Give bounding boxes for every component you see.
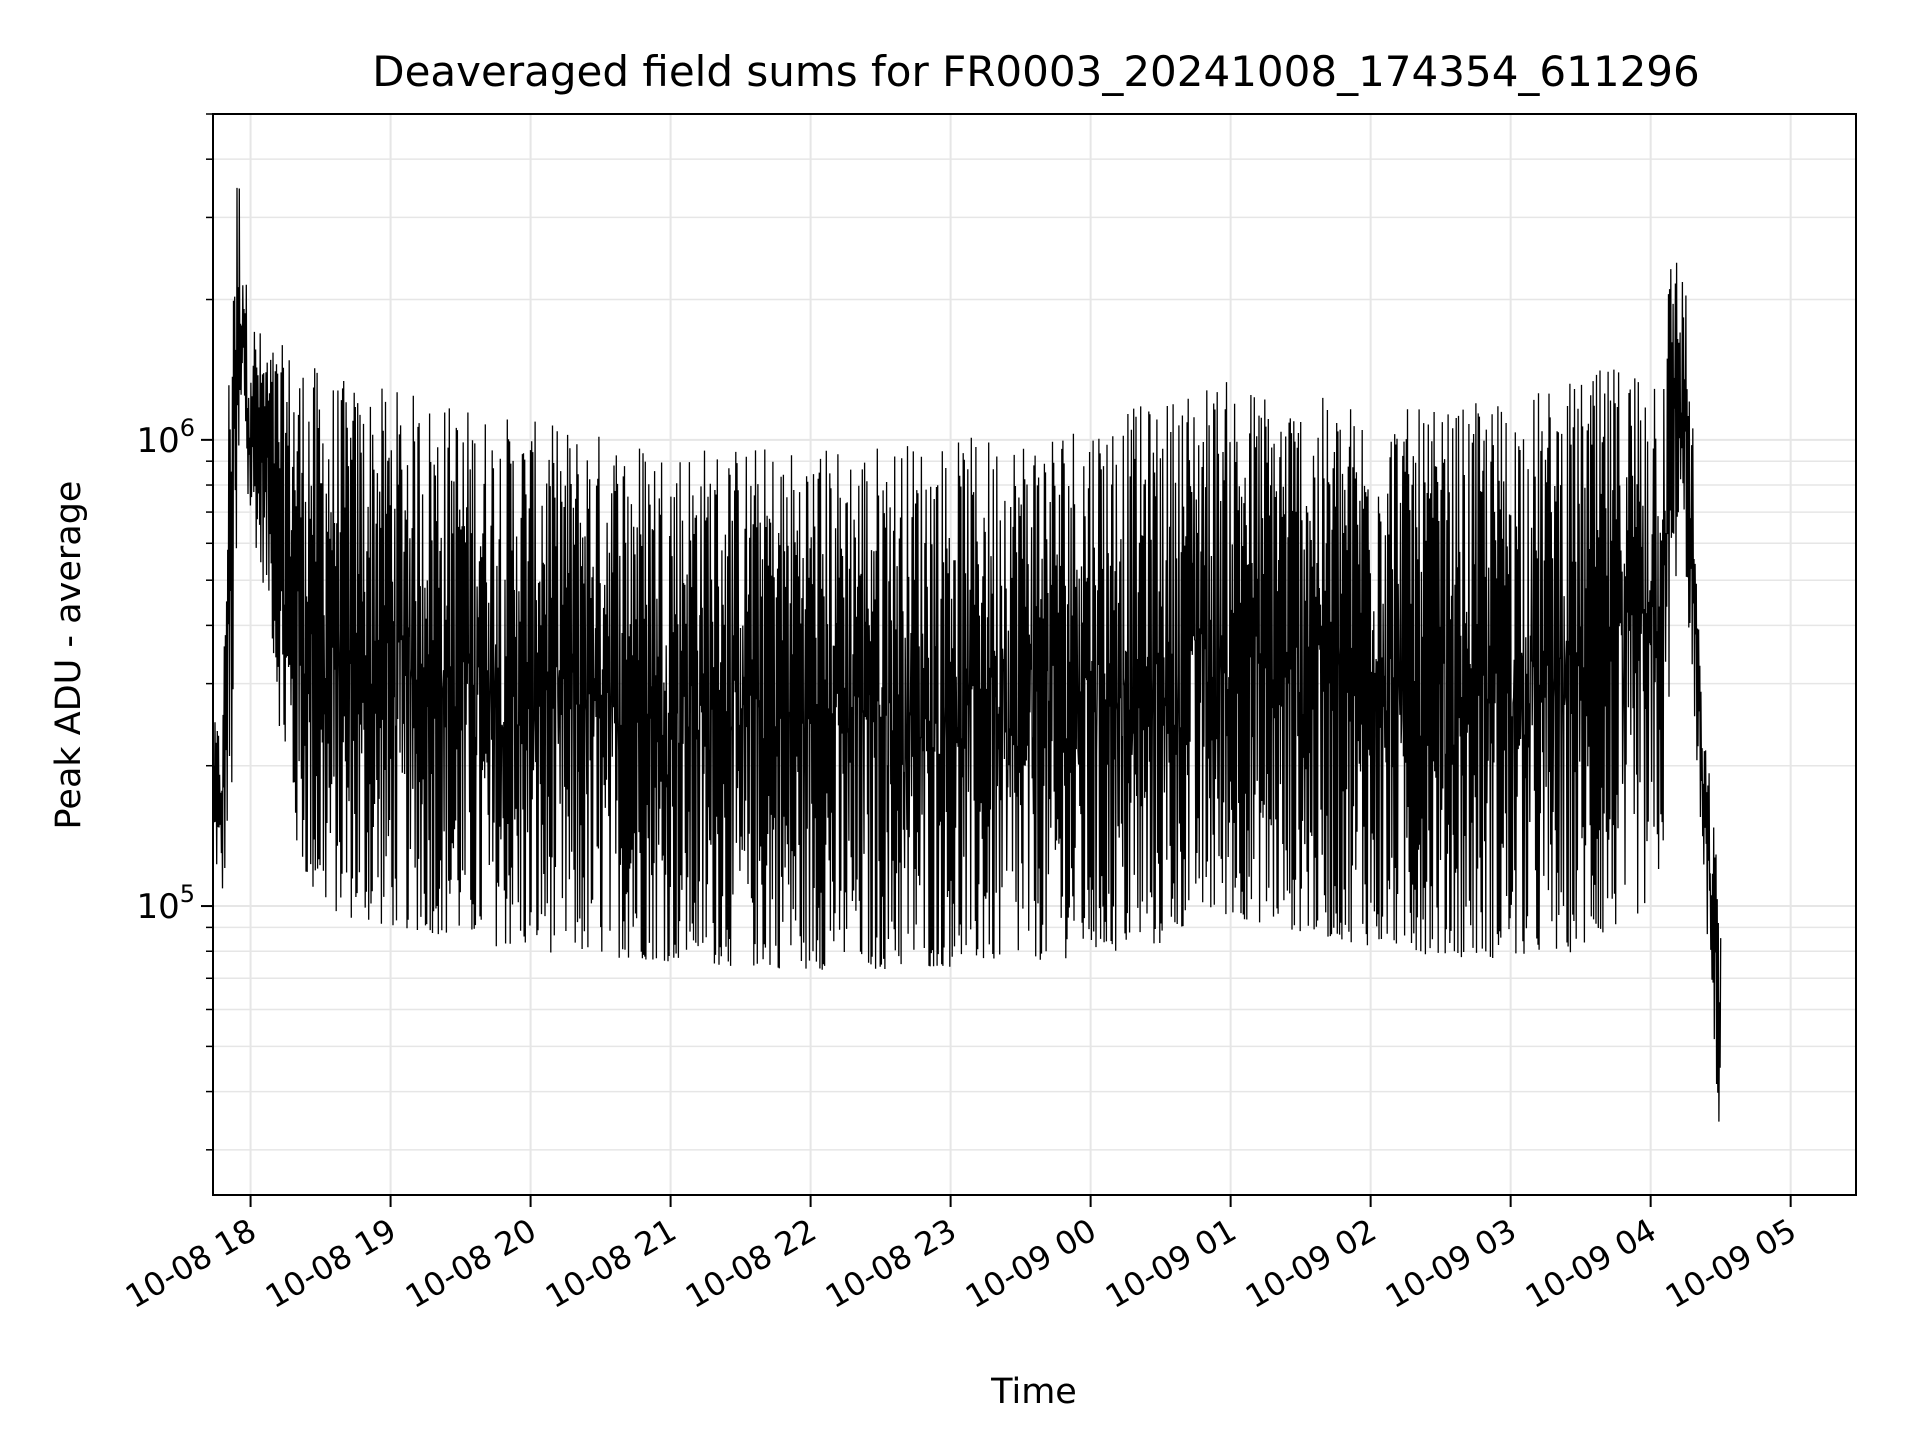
y-tick-exponent: 6 (180, 414, 195, 442)
y-tick-exponent: 5 (180, 880, 195, 908)
x-axis-label: Time (990, 1372, 1077, 1412)
chart-title: Deaveraged field sums for FR0003_2024100… (372, 47, 1700, 96)
series-line (212, 187, 1722, 1122)
y-tick-label: 105 (136, 880, 195, 927)
plot-frame (212, 113, 1857, 1196)
y-tick-base: 10 (136, 887, 179, 927)
y-tick-label: 106 (136, 414, 195, 461)
y-tick-base: 10 (136, 421, 179, 461)
y-axis-label: Peak ADU - average (49, 481, 89, 830)
data-series (212, 187, 1722, 1122)
